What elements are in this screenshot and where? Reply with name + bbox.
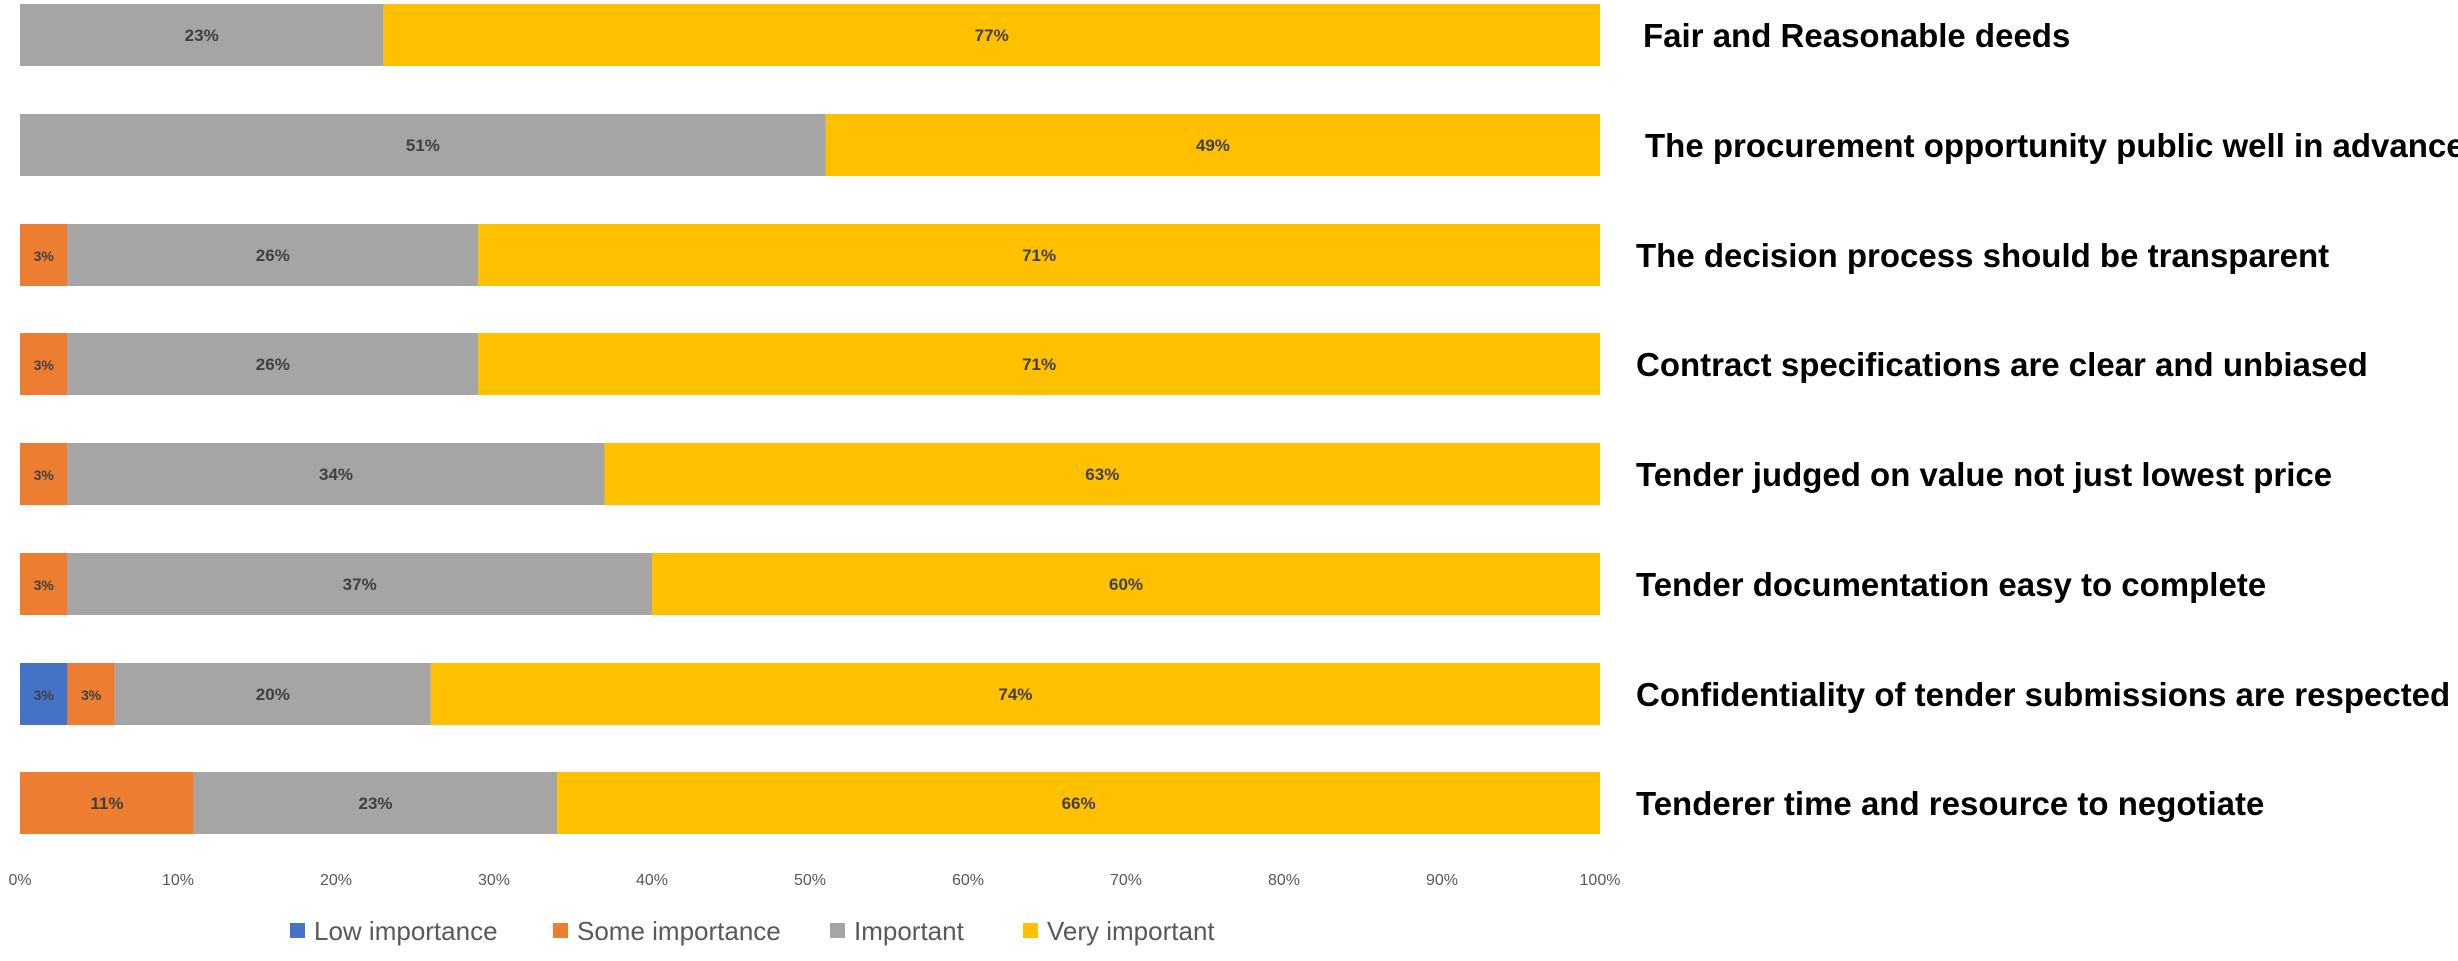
bar-segment-some-importance	[20, 553, 68, 615]
data-label: 3%	[34, 357, 55, 373]
x-tick-label: 70%	[1110, 872, 1142, 889]
data-label: 71%	[1022, 355, 1056, 374]
data-label: 63%	[1085, 465, 1119, 484]
bar-segment-important	[20, 114, 826, 176]
legend-swatch-some-importance	[553, 923, 568, 938]
x-tick-label: 20%	[320, 872, 352, 889]
category-label: Fair and Reasonable deeds	[1643, 17, 2070, 54]
bar-segment-important	[67, 443, 605, 505]
data-label: 49%	[1196, 136, 1230, 155]
bar-segment-very-important	[383, 4, 1600, 66]
bar-segment-low-importance	[20, 663, 68, 725]
x-tick-label: 60%	[952, 872, 984, 889]
bar-segment-very-important	[825, 114, 1600, 176]
bar-segment-important	[67, 553, 652, 615]
data-label: 3%	[34, 467, 55, 483]
bar-segment-important	[67, 224, 479, 286]
data-label: 60%	[1109, 575, 1143, 594]
x-tick-label: 30%	[478, 872, 510, 889]
data-label: 74%	[998, 685, 1032, 704]
legend-label-very-important: Very important	[1047, 916, 1215, 946]
bar-segment-some-importance	[20, 333, 68, 395]
data-label: 66%	[1062, 794, 1096, 813]
data-label: 23%	[185, 26, 219, 45]
x-tick-label: 100%	[1580, 872, 1621, 889]
category-label: Tenderer time and resource to negotiate	[1636, 785, 2264, 822]
x-tick-label: 40%	[636, 872, 668, 889]
legend-label-low-importance: Low importance	[314, 916, 498, 946]
legend-label-important: Important	[854, 916, 965, 946]
x-tick-label: 80%	[1268, 872, 1300, 889]
bar-segment-important	[193, 772, 558, 834]
category-label: Tender judged on value not just lowest p…	[1636, 456, 2332, 493]
data-label: 3%	[34, 248, 55, 264]
bar-segment-very-important	[557, 772, 1601, 834]
data-label: 11%	[90, 794, 123, 813]
data-label: 23%	[358, 794, 392, 813]
legend-swatch-low-importance	[290, 923, 305, 938]
category-label: Contract specifications are clear and un…	[1636, 346, 2368, 383]
data-label: 3%	[81, 687, 102, 703]
bar-segment-some-importance	[20, 443, 68, 505]
bar-segment-some-importance	[20, 224, 68, 286]
bar-segment-very-important	[652, 553, 1600, 615]
data-label: 20%	[256, 685, 290, 704]
x-tick-label: 90%	[1426, 872, 1458, 889]
bar-segment-important	[67, 333, 479, 395]
data-label: 71%	[1022, 246, 1056, 265]
legend-label-some-importance: Some importance	[577, 916, 781, 946]
category-label: The procurement opportunity public well …	[1645, 127, 2458, 164]
bar-segment-important	[20, 4, 384, 66]
legend-swatch-important	[830, 923, 845, 938]
data-label: 26%	[256, 246, 290, 265]
bar-segment-very-important	[478, 224, 1601, 286]
category-label: Tender documentation easy to complete	[1636, 566, 2266, 603]
category-label: The decision process should be transpare…	[1636, 237, 2329, 274]
bar-segment-important	[114, 663, 431, 725]
x-tick-label: 0%	[8, 872, 31, 889]
data-label: 34%	[319, 465, 353, 484]
category-label: Confidentiality of tender submissions ar…	[1636, 676, 2450, 713]
data-label: 3%	[34, 687, 55, 703]
legend-swatch-very-important	[1023, 923, 1038, 938]
x-tick-label: 50%	[794, 872, 826, 889]
x-tick-label: 10%	[162, 872, 194, 889]
data-label: 3%	[34, 577, 55, 593]
data-label: 77%	[975, 26, 1009, 45]
bar-segment-some-importance	[20, 772, 194, 834]
bar-segment-some-importance	[67, 663, 115, 725]
bar-segment-very-important	[478, 333, 1601, 395]
data-label: 26%	[256, 355, 290, 374]
bar-segment-very-important	[430, 663, 1600, 725]
data-label: 37%	[343, 575, 377, 594]
data-label: 51%	[406, 136, 440, 155]
bar-segment-very-important	[604, 443, 1600, 505]
